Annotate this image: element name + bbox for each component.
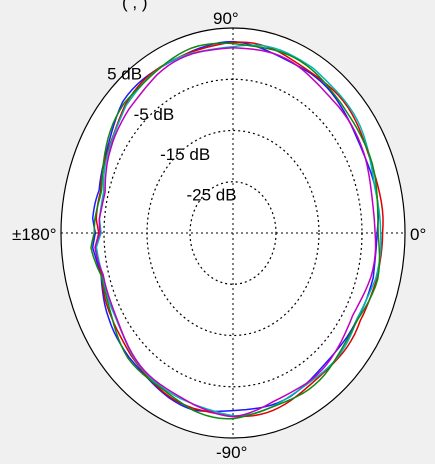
ring-label-1: -5 dB — [134, 105, 175, 124]
angle-label-bottom: -90° — [216, 443, 247, 462]
angle-label-left: ±180° — [12, 225, 57, 244]
series-line-4 — [90, 42, 381, 420]
series-layer — [90, 40, 384, 420]
ring-label-0: 5 dB — [107, 65, 142, 84]
series-line-2 — [95, 44, 382, 417]
angle-label-top: 90° — [213, 9, 239, 28]
ring-label-3: -25 dB — [187, 186, 237, 205]
title-fragment: ( , ) — [122, 0, 148, 12]
series-line-3 — [94, 46, 377, 418]
angle-label-right: 0° — [410, 225, 426, 244]
ring-labels: 5 dB -5 dB -15 dB -25 dB — [107, 65, 236, 205]
ring-label-2: -15 dB — [160, 145, 210, 164]
